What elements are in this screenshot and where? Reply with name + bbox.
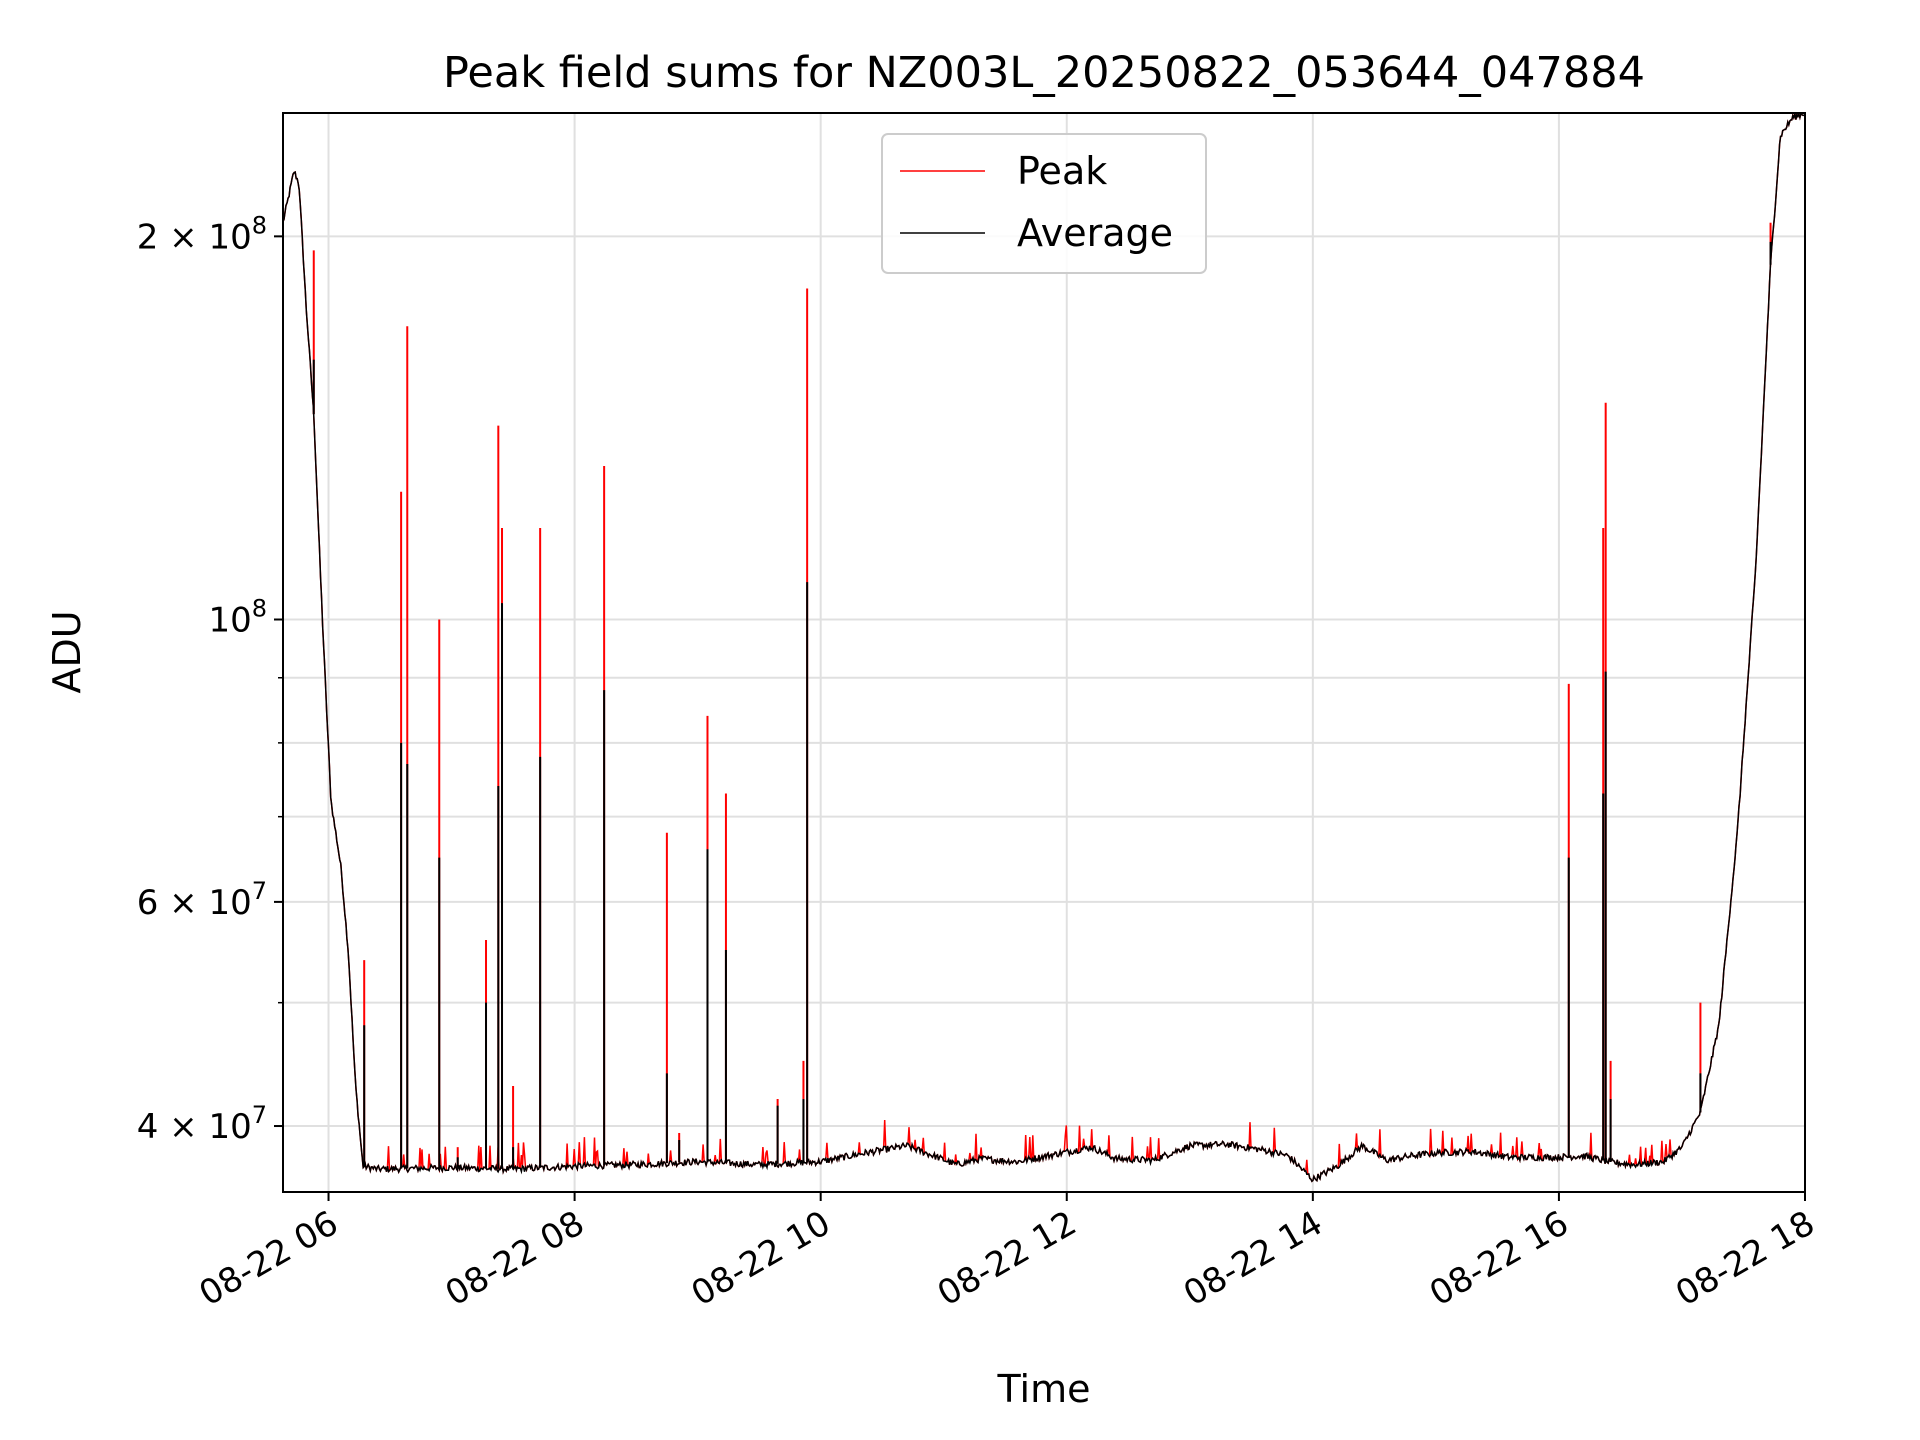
legend-label-peak: Peak bbox=[1017, 149, 1107, 193]
y-axis-label: ADU bbox=[45, 610, 89, 693]
legend: Peak Average bbox=[881, 133, 1207, 274]
plot-frame bbox=[282, 112, 1806, 1193]
y-axis: 4 × 107 6 × 107 108 2 × 108 bbox=[137, 211, 283, 1147]
y-tick-label: 108 bbox=[208, 595, 267, 641]
legend-label-average: Average bbox=[1017, 211, 1173, 255]
y-tick-label: 6 × 107 bbox=[137, 877, 267, 923]
x-axis-label: Time bbox=[997, 1367, 1091, 1411]
series-layer bbox=[283, 113, 1805, 1183]
legend-box bbox=[881, 133, 1207, 274]
chart-title: Peak field sums for NZ003L_20250822_0536… bbox=[443, 48, 1645, 98]
y-tick-label: 2 × 108 bbox=[137, 211, 267, 257]
series-average-line bbox=[283, 113, 1805, 1183]
y-tick-label: 4 × 107 bbox=[137, 1101, 267, 1147]
